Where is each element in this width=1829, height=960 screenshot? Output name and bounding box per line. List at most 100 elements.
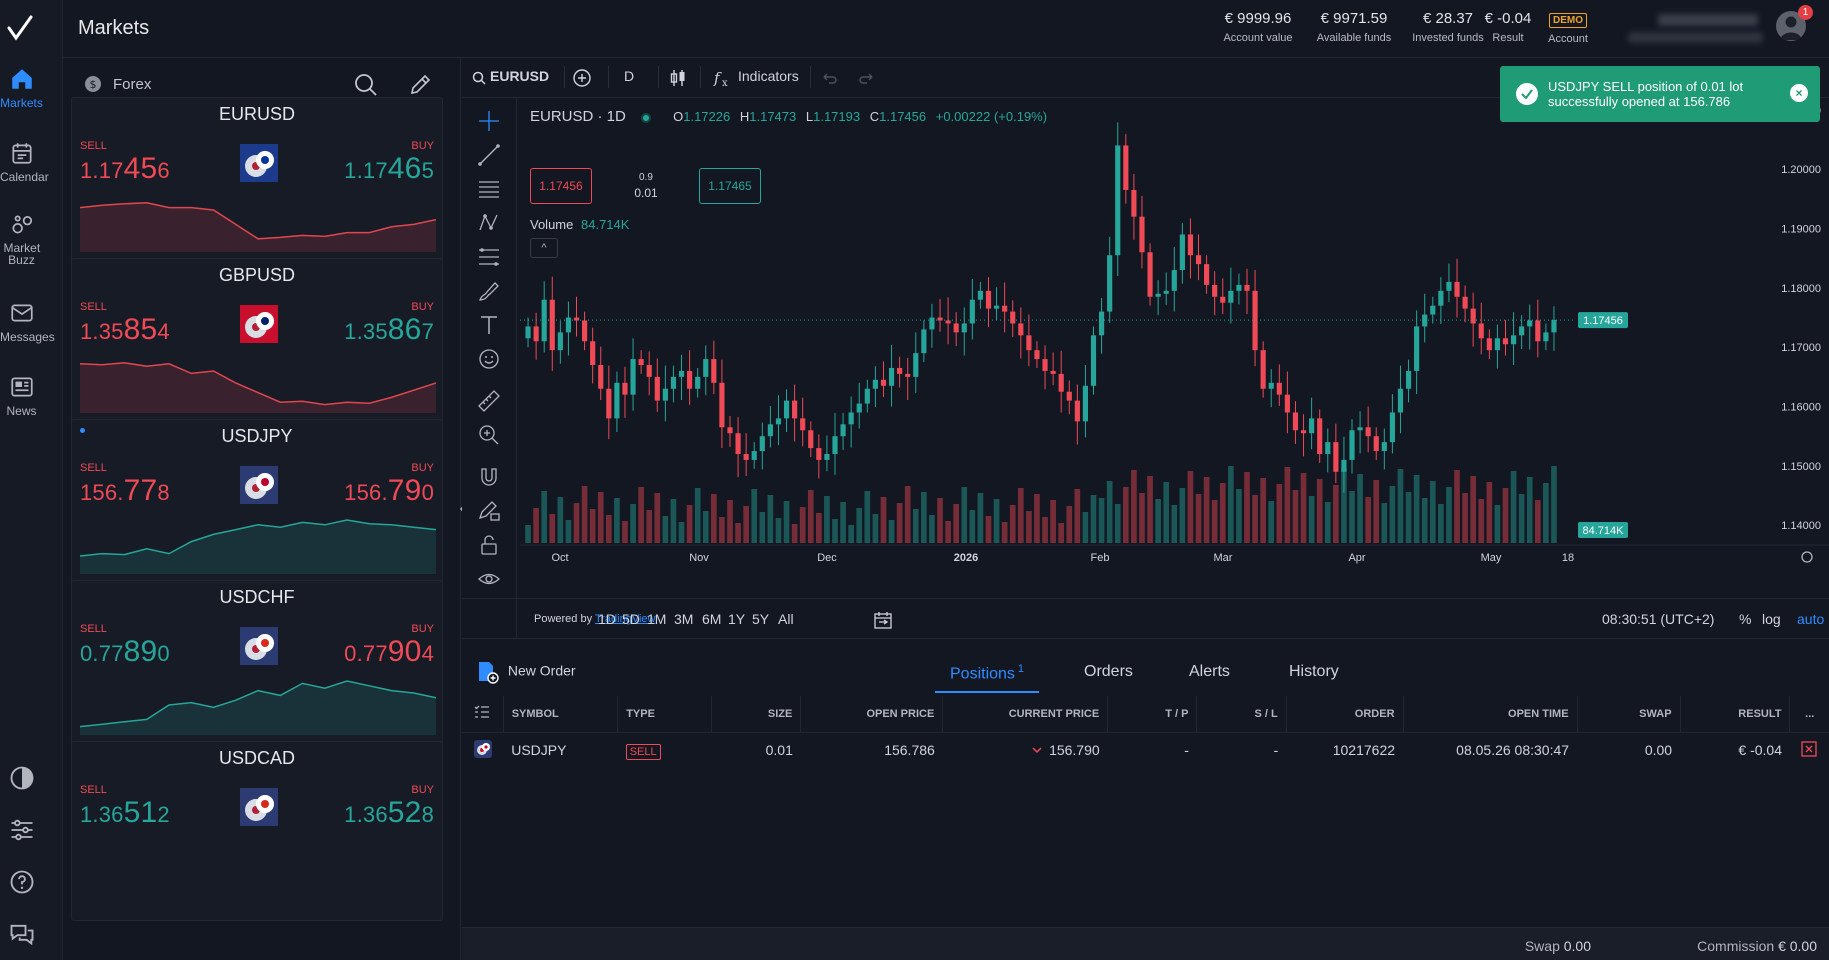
sell-price-button[interactable]: 1.35854 [80,313,170,347]
account-type[interactable]: DEMO Account [1523,10,1613,45]
table-row[interactable]: USDJPY SELL 0.01 156.786 156.790 - - 102… [462,732,1829,768]
symbol-search-icon[interactable] [472,71,486,85]
category-label[interactable]: Forex [113,76,152,93]
volume-bar [904,486,911,543]
buy-price-button[interactable]: 1.35867 [344,313,434,347]
close-position-button[interactable] [1790,732,1829,768]
chart-buy-button[interactable]: 1.17465 [699,168,761,204]
theme-toggle-icon[interactable] [8,764,36,792]
symbol-selector[interactable]: EURUSD [490,68,550,84]
market-card-usdcad[interactable]: USDCAD SELL BUY 1.36512 1.36528 [71,741,443,921]
candle-body [1535,320,1541,342]
col-size[interactable]: SIZE [711,696,802,733]
fib-icon[interactable] [476,244,502,270]
chat-icon[interactable] [8,920,36,948]
undo-icon[interactable] [820,69,838,87]
goto-date-icon[interactable] [872,609,894,631]
text-tool-icon[interactable] [476,312,502,338]
col-order[interactable]: ORDER [1286,696,1404,733]
help-icon[interactable] [8,868,36,896]
buy-price-major: 156. [344,480,388,505]
column-select-icon[interactable] [462,696,504,733]
collapse-legend-button[interactable]: ^ [530,238,558,258]
col-open-time[interactable]: OPEN TIME [1403,696,1578,733]
interval-selector[interactable]: D [624,68,635,84]
nav-item-news[interactable]: News [0,374,43,418]
compare-add-icon[interactable] [570,66,594,90]
range-button-all[interactable]: All [778,611,794,627]
toast-close-icon[interactable]: × [1790,84,1808,102]
horizontal-lines-icon[interactable] [476,176,502,202]
user-info-redacted[interactable] [1628,12,1818,46]
col-open-price[interactable]: OPEN PRICE [800,696,944,733]
tab-history[interactable]: History [1289,663,1339,680]
tab-positions[interactable]: Positions 1 [950,663,1024,683]
row-tp[interactable]: - [1184,742,1189,759]
range-button-1m[interactable]: 1M [647,611,667,627]
trend-line-icon[interactable] [476,142,502,168]
range-button-3m[interactable]: 3M [674,611,694,627]
nav-item-calendar[interactable]: Calendar [0,140,49,184]
brush-icon[interactable] [476,278,502,304]
zoom-in-icon[interactable] [476,422,502,448]
redo-icon[interactable] [858,69,876,87]
nav-item-markets[interactable]: Markets [0,66,43,110]
col-tp[interactable]: T / P [1107,696,1198,733]
crosshair-icon[interactable] [476,108,502,134]
lock-icon[interactable] [476,532,502,558]
search-icon[interactable] [353,72,379,98]
range-button-5y[interactable]: 5Y [752,611,770,627]
percent-scale-toggle[interactable]: % [1739,611,1752,627]
sell-price-button[interactable]: 156.778 [80,474,170,508]
buy-price-button[interactable]: 0.77904 [344,635,434,669]
tradingview-link[interactable]: TradingView [594,613,656,625]
chart-plot-area[interactable]: 1.210001.200001.190001.180001.170001.160… [520,98,1829,638]
nav-item-messages[interactable]: Messages [0,300,55,344]
new-order-button[interactable]: New Order [474,659,576,685]
buy-price-button[interactable]: 156.790 [344,474,434,508]
buy-price-button[interactable]: 1.17465 [344,152,434,186]
row-sl[interactable]: - [1273,742,1279,759]
sell-price-button[interactable]: 1.36512 [80,796,170,830]
nav-item-market-buzz[interactable]: Market Buzz [0,212,43,266]
buy-price-button[interactable]: 1.36528 [344,796,434,830]
sparkline-chart [80,838,436,896]
col-swap[interactable]: SWAP [1577,696,1681,733]
range-button-6m[interactable]: 6M [702,611,722,627]
powered-by-label: Powered by [534,613,593,625]
col-type[interactable]: TYPE [617,696,713,733]
col-result[interactable]: RESULT [1680,696,1791,733]
range-button-5d[interactable]: 5D [622,611,640,627]
eye-icon[interactable] [476,566,502,592]
chart-sell-button[interactable]: 1.17456 [530,168,592,204]
settings-sliders-icon[interactable] [8,816,36,844]
col-sl[interactable]: S / L [1196,696,1287,733]
more-columns-icon[interactable]: ... [1789,696,1829,733]
user-icon [1780,16,1802,40]
pattern-icon[interactable] [476,210,502,236]
indicators-button[interactable]: Indicators [738,68,799,84]
tab-orders[interactable]: Orders [1084,663,1133,680]
auto-scale-toggle[interactable]: auto [1797,611,1825,627]
tab-alerts[interactable]: Alerts [1189,663,1230,680]
magnet-icon[interactable] [476,464,502,490]
candlestick-chart[interactable]: 1.210001.200001.190001.180001.170001.160… [520,98,1829,598]
col-current-price[interactable]: CURRENT PRICE [942,696,1109,733]
sell-price-button[interactable]: 0.77890 [80,635,170,669]
range-button-1d[interactable]: 1D [598,611,616,627]
lock-drawing-pencil-icon[interactable] [476,498,502,524]
ruler-icon[interactable] [476,388,502,414]
log-scale-toggle[interactable]: log [1762,611,1781,627]
col-symbol[interactable]: SYMBOL [503,696,619,733]
emoji-icon[interactable] [476,346,502,372]
edit-pencil-icon[interactable] [407,72,433,98]
range-button-1y[interactable]: 1Y [728,611,746,627]
sell-price-button[interactable]: 1.17456 [80,152,170,186]
candle-style-icon[interactable] [666,66,690,90]
lot-value[interactable]: 0.01 [634,186,658,200]
